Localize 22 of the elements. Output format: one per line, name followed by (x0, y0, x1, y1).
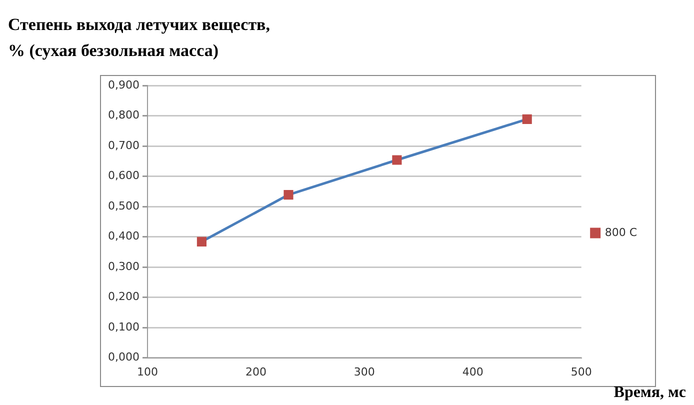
y-tick-label: 0,800 (108, 108, 140, 122)
y-tick-label: 0,100 (108, 320, 140, 334)
y-tick-label: 0,500 (108, 199, 140, 212)
x-tick-label: 400 (462, 365, 484, 378)
x-tick-label: 300 (354, 365, 375, 378)
point (196, 236, 207, 246)
y-tick-label: 0,000 (108, 350, 140, 364)
x-tick-label: 200 (245, 365, 266, 378)
y-tick-label: 0,200 (108, 290, 140, 304)
y-tick-label: 0,900 (108, 78, 140, 92)
x-tick-label: 500 (570, 365, 592, 378)
y-tick-label: 0,700 (108, 138, 140, 152)
point (284, 190, 294, 200)
y-tick-label: 0,400 (108, 230, 140, 243)
y-tick-label: 0,300 (108, 260, 140, 273)
chart-title: Степень выхода летучих веществ, % (сухая беззольная масса) (8, 14, 270, 62)
x-tick-label: 100 (136, 365, 158, 378)
x-axis-title: Время, мс (614, 384, 686, 402)
y-tick-label: 0,600 (108, 169, 140, 182)
point (392, 155, 402, 165)
point (522, 114, 532, 124)
legend-label: 800 C (604, 226, 638, 239)
